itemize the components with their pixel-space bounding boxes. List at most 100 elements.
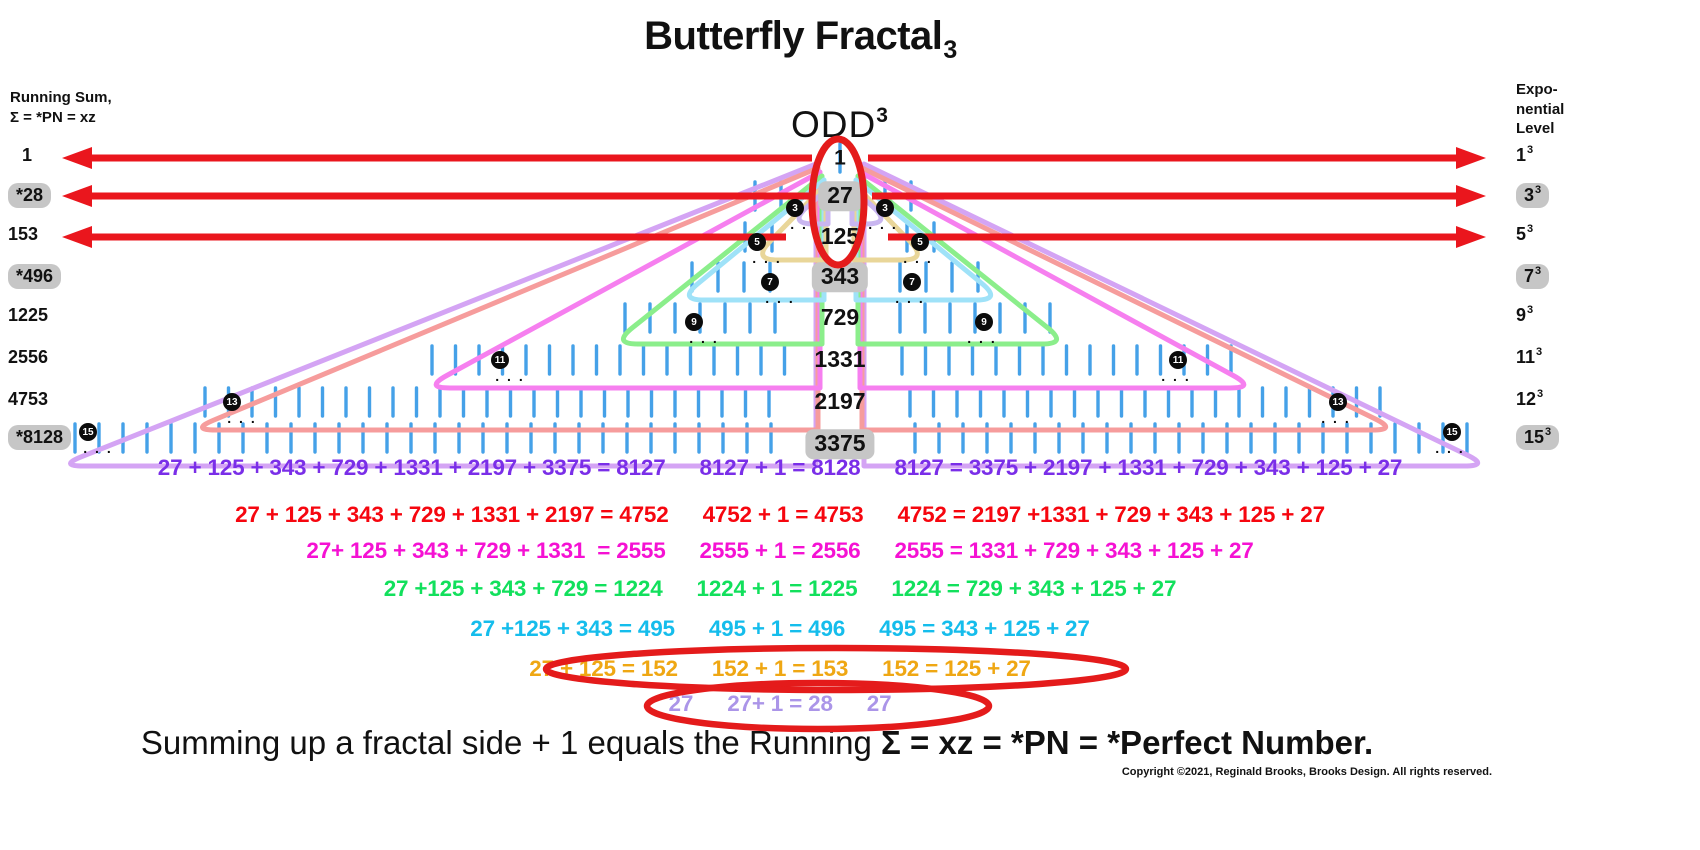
ellipsis-dots: . . . bbox=[765, 290, 795, 306]
exponential-level-label: 13 bbox=[1516, 144, 1533, 166]
footer-bold-text: Σ = xz = *PN = *Perfect Number. bbox=[881, 724, 1374, 761]
circled-odd-number-badge: 11 bbox=[1169, 351, 1187, 369]
running-sum-value: 1 bbox=[22, 145, 33, 165]
running-sum-value: 153 bbox=[8, 224, 39, 244]
exponent-base: 9 bbox=[1516, 305, 1527, 325]
exponent-base: 1 bbox=[1516, 145, 1527, 165]
exponent-superscript: 3 bbox=[1536, 346, 1543, 358]
odd-cube-value: 2197 bbox=[814, 388, 866, 415]
exponent-base: 11 bbox=[1516, 347, 1536, 367]
ellipsis-dots: . . . bbox=[227, 410, 257, 426]
equation-plus-one: 2555 + 1 = 2556 bbox=[699, 538, 861, 563]
equation-right-sum: 4752 = 2197 +1331 + 729 + 343 + 125 + 27 bbox=[897, 502, 1325, 527]
equation-right-sum: 152 = 125 + 27 bbox=[882, 656, 1031, 681]
exponent-badge: 73 bbox=[1516, 264, 1550, 289]
circled-odd-number-badge: 9 bbox=[975, 313, 993, 331]
running-sum-label: *496 bbox=[8, 264, 62, 289]
exponent-base: 15 bbox=[1524, 427, 1545, 447]
odd-cube-value: 1331 bbox=[814, 346, 866, 373]
exponential-level-header: Expo- nential Level bbox=[1516, 81, 1565, 137]
exponential-level-label: 123 bbox=[1516, 388, 1544, 410]
exponent-superscript: 3 bbox=[1527, 304, 1534, 316]
exponent-superscript: 3 bbox=[1535, 265, 1542, 277]
exponent-badge: 33 bbox=[1516, 183, 1550, 208]
running-sum-badge: *8128 bbox=[8, 425, 72, 450]
ellipsis-dots: . . . bbox=[495, 368, 525, 384]
running-sum-label: 2556 bbox=[8, 347, 48, 368]
circled-odd-number-badge: 13 bbox=[1329, 393, 1347, 411]
exponent-superscript: 3 bbox=[1527, 223, 1534, 235]
exponential-level-label: 73 bbox=[1516, 264, 1550, 289]
running-sum-badge: *496 bbox=[8, 264, 62, 289]
equation-left-sum: 27 bbox=[668, 691, 694, 716]
running-sum-label: 153 bbox=[8, 224, 38, 245]
running-sum-label: *8128 bbox=[8, 425, 72, 450]
odd-cube-value: 125 bbox=[820, 223, 860, 250]
running-sum-label: 4753 bbox=[8, 389, 48, 410]
ellipsis-dots: . . . bbox=[1321, 410, 1351, 426]
equation-row: 27+ 125 + 343 + 729 + 1331 = 2555 2555 + … bbox=[0, 538, 1560, 564]
circled-odd-number-badge: 7 bbox=[903, 273, 921, 291]
odd-cube-value: 27 bbox=[818, 181, 862, 211]
circled-odd-number-badge: 15 bbox=[1443, 423, 1461, 441]
exponent-base: 5 bbox=[1516, 224, 1527, 244]
equation-right-sum: 495 = 343 + 125 + 27 bbox=[879, 616, 1090, 641]
equation-right-sum: 2555 = 1331 + 729 + 343 + 125 + 27 bbox=[894, 538, 1254, 563]
exponent-superscript: 3 bbox=[1537, 388, 1544, 400]
equation-row: 27 27+ 1 = 28 27 bbox=[0, 691, 1560, 717]
running-sum-label: 1225 bbox=[8, 305, 48, 326]
equation-plus-one: 27+ 1 = 28 bbox=[727, 691, 833, 716]
circled-odd-number-badge: 13 bbox=[223, 393, 241, 411]
equation-left-sum: 27 +125 + 343 = 495 bbox=[470, 616, 675, 641]
running-sum-label: 1 bbox=[8, 145, 32, 166]
ellipsis-dots: . . . bbox=[967, 330, 997, 346]
exponent-value: 93 bbox=[1516, 304, 1534, 325]
exponent-base: 7 bbox=[1524, 266, 1535, 286]
ellipsis-dots: . . . bbox=[903, 250, 933, 266]
equation-plus-one: 152 + 1 = 153 bbox=[711, 656, 849, 681]
exponent-badge: 153 bbox=[1516, 425, 1560, 450]
equation-left-sum: 27 + 125 + 343 + 729 + 1331 + 2197 = 475… bbox=[235, 502, 669, 527]
odd-text: ODD bbox=[791, 104, 877, 145]
running-sum-label: *28 bbox=[8, 183, 52, 208]
ellipsis-dots: . . . bbox=[1161, 368, 1191, 384]
ellipsis-dots: . . . bbox=[752, 250, 782, 266]
copyright-notice: Copyright ©2021, Reginald Brooks, Brooks… bbox=[1121, 766, 1492, 778]
equation-left-sum: 27+ 125 + 343 + 729 + 1331 = 2555 bbox=[306, 538, 666, 563]
equation-plus-one: 8127 + 1 = 8128 bbox=[699, 455, 861, 480]
equation-plus-one: 1224 + 1 = 1225 bbox=[696, 576, 858, 601]
ellipsis-dots: . . . bbox=[868, 216, 898, 232]
running-sum-header: Running Sum, Σ = *PN = xz bbox=[10, 89, 112, 126]
exponential-level-label: 93 bbox=[1516, 304, 1534, 326]
equation-right-sum: 27 bbox=[866, 691, 892, 716]
running-sum-badge: *28 bbox=[8, 183, 52, 208]
footer-normal-text: Summing up a fractal side + 1 equals the… bbox=[140, 724, 882, 761]
ellipsis-dots: . . . bbox=[1435, 440, 1465, 456]
circled-odd-number-badge: 9 bbox=[685, 313, 703, 331]
equation-right-sum: 8127 = 3375 + 2197 + 1331 + 729 + 343 + … bbox=[894, 455, 1403, 480]
title-text: Butterfly Fractal bbox=[644, 14, 943, 58]
running-sum-value: 1225 bbox=[8, 305, 49, 325]
running-sum-value: 4753 bbox=[8, 389, 49, 409]
exponential-level-label: 113 bbox=[1516, 346, 1543, 368]
page-title: Butterfly Fractal3 bbox=[0, 14, 1600, 64]
exponent-base: 3 bbox=[1524, 185, 1535, 205]
circled-odd-number-badge: 15 bbox=[79, 423, 97, 441]
exponent-base: 12 bbox=[1516, 389, 1537, 409]
circled-odd-number-badge: 3 bbox=[876, 199, 894, 217]
odd-cube-value: 1 bbox=[834, 146, 846, 170]
exponential-level-label: 33 bbox=[1516, 183, 1550, 208]
equation-plus-one: 4752 + 1 = 4753 bbox=[702, 502, 864, 527]
exponent-value: 53 bbox=[1516, 223, 1534, 244]
running-sum-value: 2556 bbox=[8, 347, 49, 367]
circled-odd-number-badge: 5 bbox=[748, 233, 766, 251]
exponent-value: 123 bbox=[1516, 388, 1544, 409]
odd-superscript: 3 bbox=[876, 104, 889, 127]
equation-left-sum: 27 + 125 = 152 bbox=[529, 656, 678, 681]
circled-odd-number-badge: 5 bbox=[911, 233, 929, 251]
exponent-superscript: 3 bbox=[1535, 184, 1542, 196]
equation-row: 27 + 125 = 152 152 + 1 = 153 152 = 125 + 2… bbox=[0, 656, 1560, 682]
exponent-value: 13 bbox=[1516, 144, 1533, 165]
